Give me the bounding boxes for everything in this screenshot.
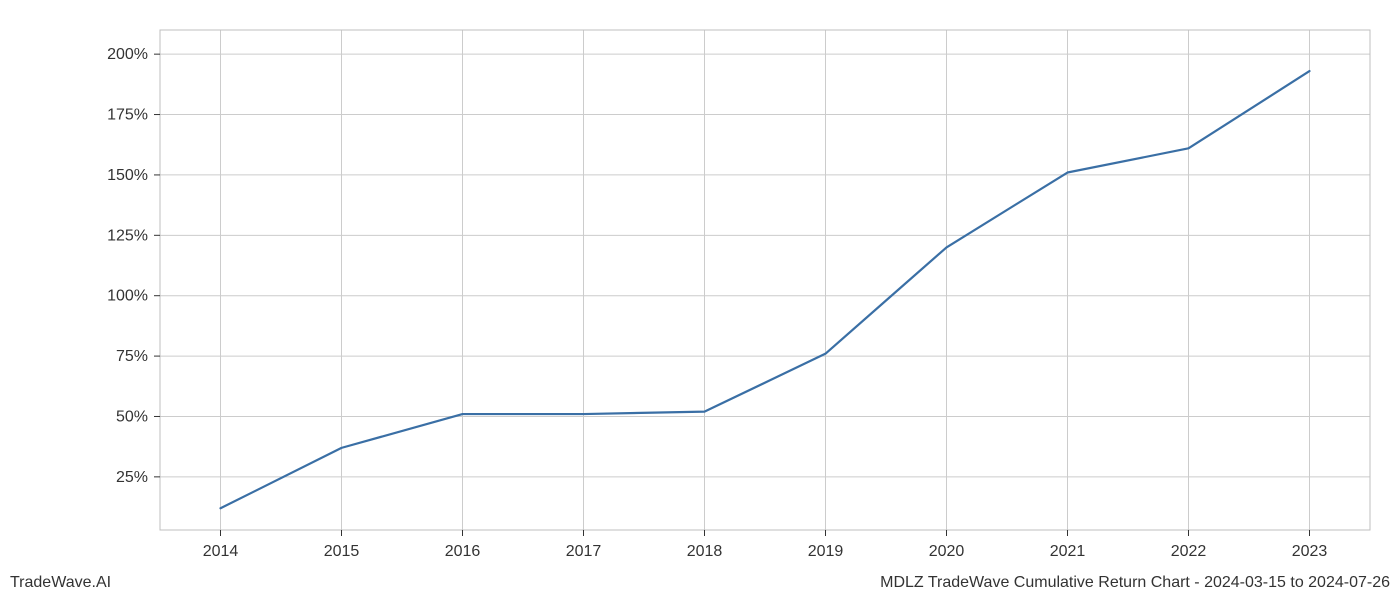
chart-container: 2014 2015 2016 2017 2018 2019 2020 2021 2022 2023… xyxy=(0,0,1400,600)
footer-caption: MDLZ TradeWave Cumulative Return Chart -… xyxy=(880,574,1390,592)
y-tick-label: 200% xyxy=(107,46,148,63)
x-tick-label: 2017 xyxy=(566,543,602,560)
x-tick-label: 2022 xyxy=(1171,543,1207,560)
line-chart: 2014 2015 2016 2017 2018 2019 2020 2021 2022 2023… xyxy=(0,0,1400,600)
x-tick-label: 2015 xyxy=(324,543,360,560)
x-tick-label: 2019 xyxy=(808,543,844,560)
x-tick-label: 2023 xyxy=(1292,543,1328,560)
footer-branding: TradeWave.AI xyxy=(10,574,111,592)
x-tick-label: 2021 xyxy=(1050,543,1086,560)
y-tick-label: 50% xyxy=(116,408,148,425)
y-tick-label: 175% xyxy=(107,107,148,124)
y-tick-label: 25% xyxy=(116,469,148,486)
y-tick-label: 100% xyxy=(107,288,148,305)
x-tick-label: 2020 xyxy=(929,543,965,560)
x-tick-label: 2018 xyxy=(687,543,723,560)
x-tick-label: 2014 xyxy=(203,543,239,560)
x-tick-label: 2016 xyxy=(445,543,481,560)
y-tick-label: 75% xyxy=(116,348,148,365)
y-tick-label: 125% xyxy=(107,227,148,244)
y-tick-label: 150% xyxy=(107,167,148,184)
